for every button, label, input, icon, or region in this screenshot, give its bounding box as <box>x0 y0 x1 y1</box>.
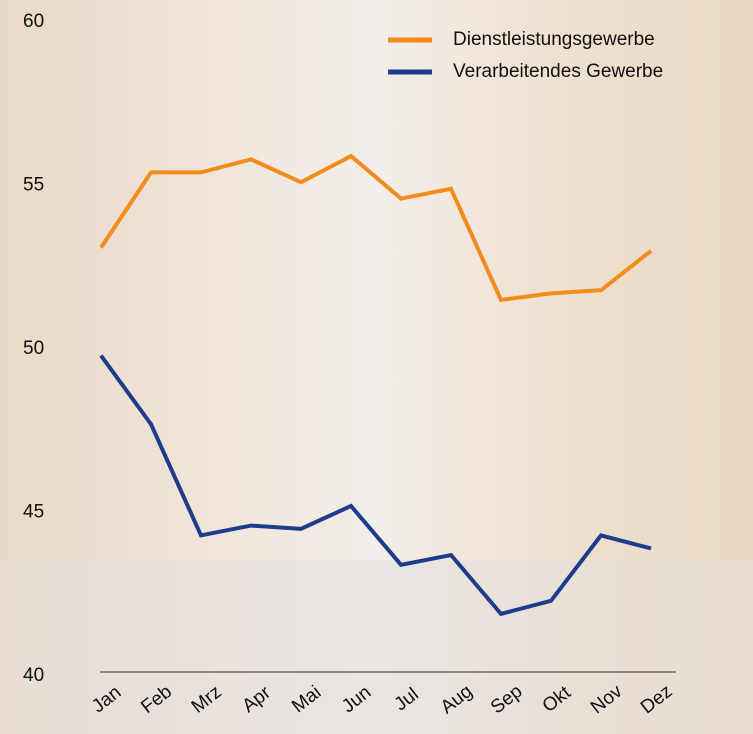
y-tick-label: 55 <box>23 175 44 196</box>
legend-label: Verarbeitendes Gewerbe <box>453 61 663 82</box>
series-line <box>99 153 653 303</box>
legend-label: Dienstleistungsgewerbe <box>453 29 655 50</box>
series-line <box>99 354 652 617</box>
y-tick-label: 60 <box>23 11 44 32</box>
background-ground <box>0 560 753 734</box>
y-tick-label: 40 <box>23 665 44 686</box>
y-tick-label: 50 <box>23 338 44 359</box>
y-tick-label: 45 <box>23 502 44 523</box>
